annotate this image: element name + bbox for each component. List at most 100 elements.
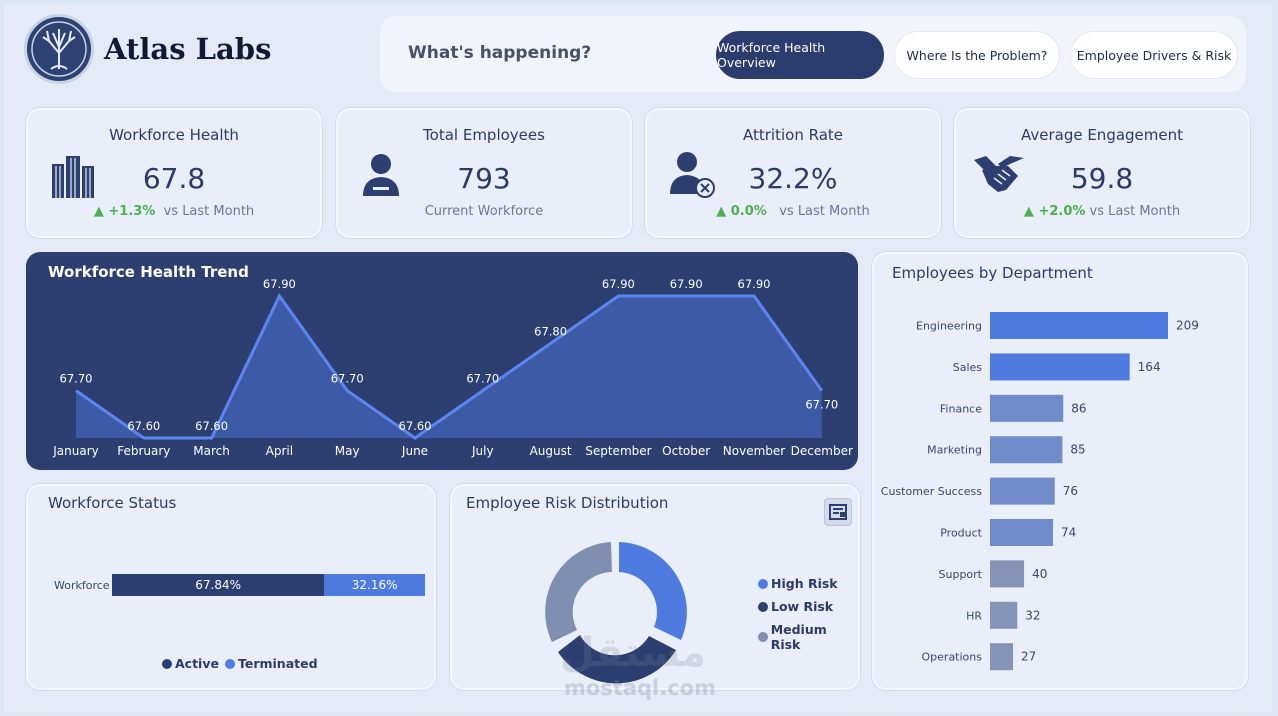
kpi-title: Average Engagement [1020,126,1184,144]
kpi-delta-value: 0.0% [730,204,767,219]
kpi-title: Attrition Rate [743,126,843,144]
x-tick-label: May [335,444,360,458]
y-tick-label: Marketing [927,444,982,457]
trend-chart: 67.70 January 67.60 February 67.60 March 67.90… [52,277,853,458]
employee-remove-icon [670,152,715,198]
employee-icon [363,154,399,196]
kpi-title: Total Employees [423,126,545,144]
y-tick-label: Operations [922,651,983,664]
legend-dot-high-risk [758,578,768,589]
handshake-icon [974,156,1024,192]
kpi-delta-note: vs Last Month [163,204,255,219]
legend-dot-terminated [224,658,235,669]
x-tick-label: November [723,444,785,458]
kpi-delta: ▲ +2.0% vs Last Month [956,204,1248,219]
department-bar [990,560,1025,588]
y-tick-label: Finance [940,402,982,415]
kpi-delta-value: +2.0% [1038,204,1086,219]
legend-dot-medium-risk [758,632,768,642]
x-tick-label: January [52,444,99,458]
kpi-value: 67.8 [142,162,206,195]
x-tick-label: October [662,444,710,458]
tab-employee-drivers-risk[interactable]: Employee Drivers & Risk [1070,31,1238,79]
workforce-health-trend-card: Workforce Health Trend 67.70 January 67.60… [26,252,858,470]
data-label: 32 [1025,608,1040,622]
trend-title: Workforce Health Trend [48,263,249,281]
status-bar-active: 67.84% [112,574,325,596]
kpi-delta-value: +1.3% [108,204,156,219]
kpi-value: 32.2% [748,162,838,195]
kpi-value: 59.8 [1070,162,1134,195]
y-tick-label: Product [940,527,982,540]
trend-line [75,293,824,440]
watermark-arabic: مستقل [560,630,707,676]
x-tick-label: April [266,444,293,458]
data-label: 67.90 [602,277,635,291]
legend-label-low-risk: Low Risk [771,599,834,614]
legend-label-active: Active [175,656,219,671]
department-bar [990,312,1168,339]
risk-legend: High Risk Low Risk Medium Risk [758,576,858,652]
focus-mode-button[interactable] [824,498,852,526]
status-bar-terminated: 32.16% [324,574,425,596]
tree-logo-icon [24,14,94,84]
legend-label-high-risk: High Risk [771,576,838,591]
data-label: 67.90 [263,277,296,291]
tab-where-is-the-problem[interactable]: Where Is the Problem? [894,31,1060,79]
department-bar [990,477,1055,505]
y-tick-label: Engineering [916,320,982,333]
donut-slice-high-risk [619,542,687,640]
x-tick-label: March [193,444,230,458]
kpi-title: Workforce Health [109,126,239,144]
x-tick-label: September [585,444,651,458]
nav-bar: What's happening? Workforce Health Overv… [380,16,1246,92]
risk-donut-chart [545,542,687,684]
kpi-note: Current Workforce [424,204,544,219]
legend-label-terminated: Terminated [237,656,318,671]
data-label: 67.80 [534,324,567,338]
status-legend: Active Terminated [162,656,318,671]
kpi-delta: ▲ 0.0% vs Last Month [647,204,939,219]
data-label: 40 [1032,567,1047,581]
employee-risk-distribution-card: Employee Risk Distribution High Risk Low… [450,484,860,690]
data-label: 67.60 [127,419,160,433]
buildings-icon [52,156,94,198]
data-label: 67.70 [60,372,93,386]
department-chart: Engineering 209 Sales 164 Finance 86 Marketing… [881,312,1199,671]
data-label: 67.90 [670,277,703,291]
data-label: 67.90 [738,277,771,291]
donut-slice-medium-risk [545,542,612,642]
donut-slice-low-risk [558,635,676,684]
up-arrow-icon: ▲ [716,204,731,219]
kpi-value: 793 [457,162,511,195]
data-label: 27 [1021,650,1036,664]
watermark-latin: mostaql.com [564,676,716,700]
x-tick-label: February [117,444,170,458]
up-arrow-icon: ▲ [93,204,109,219]
data-label: 74 [1061,526,1076,540]
employees-by-department-card: Employees by Department Engineering 209 Sa… [872,252,1248,690]
department-bar [990,601,1018,629]
department-bar [990,353,1130,381]
kpi-card-average-engagement: Average Engagement 59.8 ▲ +2.0% vs Last … [954,108,1250,238]
trend-area [76,296,822,438]
risk-title: Employee Risk Distribution [466,494,669,512]
data-label: 85 [1070,443,1085,457]
kpi-card-total-employees: Total Employees 793 Current Workforce [336,108,632,238]
department-bar [990,643,1013,671]
data-label: 76 [1063,484,1078,498]
nav-question: What's happening? [408,43,592,63]
data-label: 164 [1138,360,1161,374]
department-bar [990,436,1063,464]
focus-mode-icon [829,504,847,520]
department-bar [990,394,1064,422]
data-label: 86 [1071,401,1086,415]
data-label: 67.60 [399,419,432,433]
y-tick-label: HR [966,609,982,622]
kpi-card-workforce-health: Workforce Health 67.8 ▲ +1.3% vs Last Mo… [26,108,322,238]
tab-workforce-health-overview[interactable]: Workforce Health Overview [716,31,884,79]
data-label: 67.70 [805,398,838,412]
x-tick-label: August [530,444,572,458]
data-label: 67.70 [331,372,364,386]
kpi-delta: ▲ +1.3% vs Last Month [28,204,320,219]
